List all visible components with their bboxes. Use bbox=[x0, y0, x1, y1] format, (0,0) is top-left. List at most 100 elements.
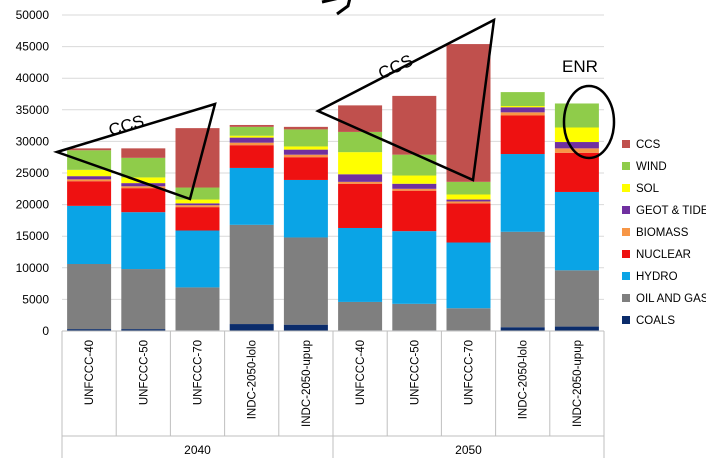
y-tick-label: 50000 bbox=[16, 8, 50, 22]
bar-segment-sol bbox=[554, 127, 599, 143]
x-tick-label: INDC-2050-upup bbox=[572, 340, 584, 427]
y-tick-label: 25000 bbox=[16, 166, 50, 180]
bar-segment-hydro bbox=[283, 179, 328, 238]
bar-segment-biomass bbox=[392, 188, 437, 191]
bar-segment-sol bbox=[500, 106, 545, 108]
x-tick-label: INDC-2050-upup bbox=[301, 340, 313, 427]
x-tick-label: INDC-2050-lolo bbox=[247, 340, 259, 419]
bar-segment-coals bbox=[121, 329, 166, 331]
bar-segment-coals bbox=[229, 324, 274, 331]
bar-segment-nuclear bbox=[283, 157, 328, 180]
bar-segment-oil-and-gas bbox=[554, 270, 599, 327]
bar-segment-sol bbox=[67, 169, 112, 177]
x-tick-label: UNFCCC-70 bbox=[193, 340, 205, 405]
bar-segment-sol bbox=[229, 135, 274, 138]
bar-segment-oil-and-gas bbox=[338, 301, 383, 331]
bar-segment-biomass bbox=[446, 201, 491, 204]
bar-segment-ccs bbox=[338, 105, 383, 132]
bar-segment-nuclear bbox=[446, 203, 491, 243]
legend-swatch bbox=[622, 184, 630, 192]
bar-segment-sol bbox=[392, 175, 437, 184]
y-tick-label: 0 bbox=[42, 324, 49, 338]
bar-segment-wind bbox=[446, 181, 491, 195]
y-tick-label: 20000 bbox=[16, 198, 50, 212]
legend-entry-label: GEOT & TIDE bbox=[636, 205, 706, 217]
legend-swatch bbox=[622, 294, 630, 302]
legend-entry-label: OIL AND GAS bbox=[636, 293, 706, 305]
bar-segment-oil-and-gas bbox=[67, 264, 112, 330]
y-axis-ticks: 0 5000 10000 15000 20000 25000 30000 35000 40000… bbox=[16, 8, 50, 338]
top-stroke-annotation-2 bbox=[336, 0, 352, 16]
bar-segment-sol bbox=[283, 146, 328, 150]
bar-segment-ccs bbox=[392, 95, 437, 155]
bar-segment-oil-and-gas bbox=[229, 224, 274, 325]
bar-segment-wind bbox=[175, 187, 220, 200]
ccs-triangle-right bbox=[315, 17, 496, 182]
bar-segment-biomass bbox=[283, 154, 328, 158]
bar-segment-hydro bbox=[392, 231, 437, 304]
legend-swatch bbox=[622, 250, 630, 258]
bar-segment-hydro bbox=[229, 167, 274, 225]
legend-swatch bbox=[622, 206, 630, 214]
bar-segment-geot-tide bbox=[500, 107, 545, 113]
y-tick-label: 5000 bbox=[22, 292, 49, 306]
bar-segment-hydro bbox=[338, 227, 383, 302]
x-tick-label: UNFCCC-50 bbox=[138, 340, 150, 405]
bar-segment-wind bbox=[338, 131, 383, 153]
bar-segment-biomass bbox=[67, 179, 112, 182]
legend-entry-label: BIOMASS bbox=[636, 227, 689, 239]
bar-segment-geot-tide bbox=[229, 137, 274, 143]
bar-segment-hydro bbox=[67, 205, 112, 265]
bar-segment-sol bbox=[338, 152, 383, 175]
y-tick-label: 40000 bbox=[16, 71, 50, 85]
enr-circle bbox=[562, 84, 616, 160]
x-axis-labels: UNFCCC-40 UNFCCC-50 UNFCCC-70 INDC-2050-lol… bbox=[84, 340, 584, 427]
x-group-label: 2050 bbox=[455, 443, 482, 457]
bar-segment-hydro bbox=[121, 212, 166, 270]
y-tick-label: 45000 bbox=[16, 40, 50, 54]
bar-segment-nuclear bbox=[229, 145, 274, 168]
legend-entry-label: SOL bbox=[636, 183, 660, 195]
x-tick-label: UNFCCC-50 bbox=[409, 340, 421, 405]
y-tick-label: 30000 bbox=[16, 134, 50, 148]
ccs-label-left: CCS bbox=[106, 111, 146, 140]
x-tick-label: INDC-2050-lolo bbox=[518, 340, 530, 419]
legend-swatch bbox=[622, 316, 630, 324]
bar-segment-geot-tide bbox=[554, 142, 599, 149]
bar-segment-ccs bbox=[67, 148, 112, 151]
legend-entry-label: HYDRO bbox=[636, 271, 678, 283]
y-tick-label: 10000 bbox=[16, 261, 50, 275]
bar-segment-wind bbox=[121, 157, 166, 178]
bar-segment-oil-and-gas bbox=[392, 303, 437, 331]
legend-swatch bbox=[622, 228, 630, 236]
bar-segment-biomass bbox=[121, 186, 166, 189]
bar-segment-sol bbox=[446, 194, 491, 200]
bar-segment-sol bbox=[121, 177, 166, 184]
legend-entry-label: WIND bbox=[636, 161, 667, 173]
bar-segment-nuclear bbox=[554, 152, 599, 192]
bar-segment-oil-and-gas bbox=[500, 231, 545, 328]
bar-segment-wind bbox=[554, 103, 599, 128]
bar-segment-ccs bbox=[121, 148, 166, 158]
bar-segment-coals bbox=[67, 329, 112, 331]
bar-segment-hydro bbox=[446, 242, 491, 309]
bar-segment-wind bbox=[500, 92, 545, 107]
bar-segment-biomass bbox=[338, 181, 383, 184]
bar-segment-hydro bbox=[500, 154, 545, 232]
bar-segment-geot-tide bbox=[67, 176, 112, 180]
bar-segment-geot-tide bbox=[121, 183, 166, 187]
bar-segment-ccs bbox=[283, 126, 328, 130]
top-stroke-annotation bbox=[321, 0, 338, 4]
bar-segment-hydro bbox=[554, 191, 599, 271]
bar-segment-biomass bbox=[554, 148, 599, 153]
bar-segment-nuclear bbox=[121, 188, 166, 213]
bar-segment-wind bbox=[229, 126, 274, 136]
bar-segment-ccs bbox=[175, 128, 220, 188]
bar-segment-wind bbox=[283, 129, 328, 147]
legend-swatch bbox=[622, 272, 630, 280]
legend: CCS WIND SOL GEOT & TIDE BIOMASS NUCLEAR HYDRO… bbox=[622, 139, 706, 327]
bar-segment-biomass bbox=[175, 205, 220, 208]
bar-segment-geot-tide bbox=[175, 203, 220, 206]
enr-label: ENR bbox=[562, 57, 598, 76]
